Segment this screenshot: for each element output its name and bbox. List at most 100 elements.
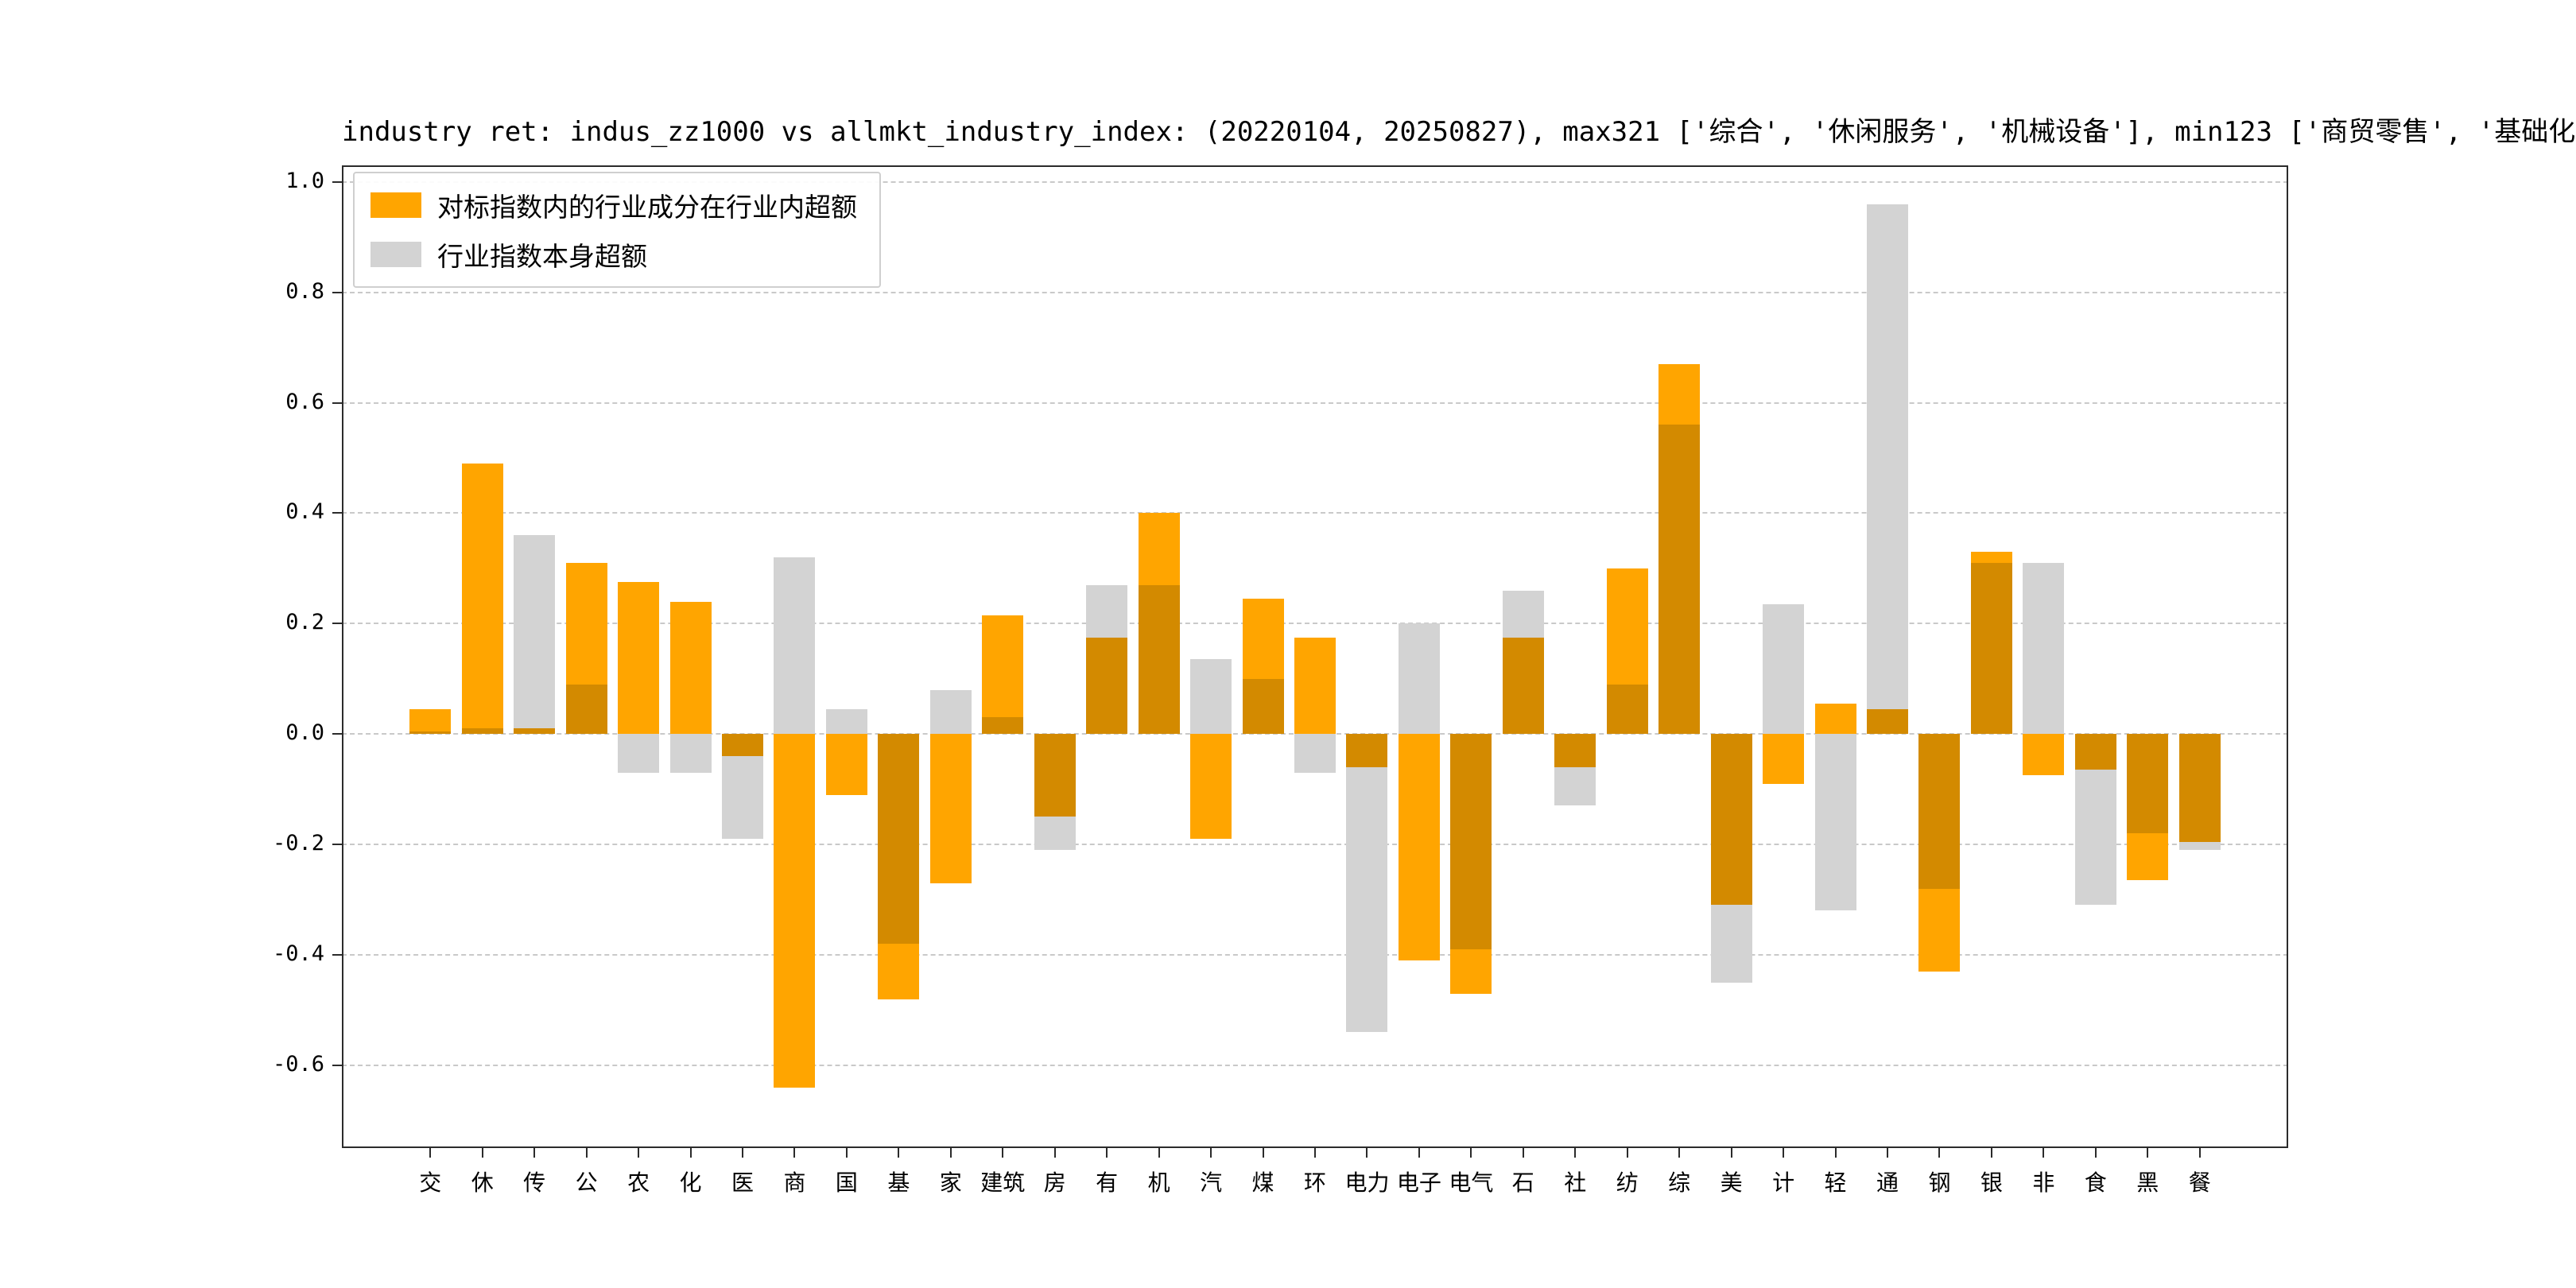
x-tick-mark <box>2043 1148 2045 1158</box>
bar-gray <box>1398 623 1440 735</box>
bar-orange <box>1190 734 1232 840</box>
x-tick-label: 商 <box>783 1170 806 1196</box>
bar-overlap <box>1970 562 2012 735</box>
x-tick-label: 综 <box>1668 1170 1691 1196</box>
x-tick-mark <box>1887 1148 1888 1158</box>
legend-swatch-gray <box>370 242 421 267</box>
x-tick-label: 传 <box>523 1170 546 1196</box>
bar-overlap <box>1138 584 1180 735</box>
x-tick-mark <box>1418 1148 1420 1158</box>
x-tick-label: 家 <box>939 1170 962 1196</box>
x-tick-mark <box>1366 1148 1368 1158</box>
bar-overlap <box>1918 734 1961 889</box>
gridline <box>342 512 2288 514</box>
plot-frame <box>342 165 2288 1148</box>
x-tick-mark <box>949 1148 952 1158</box>
y-tick-label: -0.2 <box>272 831 324 856</box>
bar-orange <box>669 601 712 735</box>
bar-overlap <box>1867 708 1908 735</box>
x-tick-mark <box>1158 1148 1160 1158</box>
x-tick-label: 社 <box>1564 1170 1587 1196</box>
y-tick-label: 0.4 <box>285 499 324 525</box>
x-tick-label: 轻 <box>1824 1170 1847 1196</box>
y-tick-mark <box>332 953 342 956</box>
x-tick-label: 电力 <box>1344 1170 1390 1196</box>
bar-overlap <box>2074 734 2116 770</box>
bar-orange <box>929 734 972 883</box>
gridline <box>342 180 2288 183</box>
x-tick-label: 电子 <box>1396 1170 1441 1196</box>
y-tick-mark <box>332 623 342 625</box>
bar-gray <box>1867 204 1908 735</box>
x-tick-mark <box>533 1148 536 1158</box>
x-tick-mark <box>1106 1148 1108 1158</box>
legend-swatch-orange <box>370 192 421 218</box>
bar-overlap <box>1450 734 1492 949</box>
bar-overlap <box>1034 734 1076 817</box>
bar-overlap <box>722 734 763 756</box>
gridline <box>342 1064 2288 1066</box>
bar-gray <box>1814 734 1856 911</box>
x-tick-mark <box>2094 1148 2097 1158</box>
bar-orange <box>982 615 1024 735</box>
x-tick-mark <box>1470 1148 1472 1158</box>
gridline <box>342 953 2288 956</box>
x-tick-mark <box>1938 1148 1941 1158</box>
x-tick-label: 有 <box>1096 1170 1119 1196</box>
bar-orange <box>1763 734 1805 784</box>
bar-orange <box>1814 704 1856 735</box>
x-tick-mark <box>481 1148 483 1158</box>
bar-overlap <box>1554 734 1596 767</box>
x-tick-mark <box>1834 1148 1837 1158</box>
bar-orange <box>774 734 816 1088</box>
x-tick-label: 国 <box>835 1170 858 1196</box>
x-tick-label: 餐 <box>2188 1170 2211 1196</box>
bar-orange <box>461 463 503 735</box>
x-tick-mark <box>585 1148 588 1158</box>
x-tick-mark <box>1210 1148 1212 1158</box>
x-tick-label: 医 <box>731 1170 755 1196</box>
bar-orange <box>1294 637 1336 735</box>
legend: 对标指数内的行业成分在行业内超额 行业指数本身超额 <box>353 172 881 288</box>
x-tick-label: 黑 <box>2136 1170 2159 1196</box>
bar-orange <box>618 582 660 735</box>
x-tick-label: 机 <box>1147 1170 1170 1196</box>
bar-gray <box>1346 734 1388 1033</box>
bar-gray <box>618 734 660 773</box>
x-tick-label: 钢 <box>1928 1170 1951 1196</box>
x-tick-mark <box>1002 1148 1004 1158</box>
x-tick-mark <box>1574 1148 1577 1158</box>
bar-overlap <box>1242 678 1284 735</box>
y-tick-label: 0.8 <box>285 278 324 304</box>
y-tick-mark <box>332 180 342 183</box>
x-tick-mark <box>1626 1148 1628 1158</box>
gridline <box>342 623 2288 625</box>
bar-overlap <box>1658 425 1701 735</box>
bar-orange <box>825 734 867 795</box>
gridline <box>342 291 2288 293</box>
x-tick-mark <box>1678 1148 1681 1158</box>
x-tick-label: 非 <box>2032 1170 2055 1196</box>
legend-item: 对标指数内的行业成分在行业内超额 <box>370 186 857 224</box>
y-tick-label: 0.6 <box>285 389 324 414</box>
y-tick-mark <box>332 512 342 514</box>
x-tick-label: 纺 <box>1616 1170 1639 1196</box>
x-tick-label: 通 <box>1876 1170 1899 1196</box>
y-tick-label: -0.4 <box>272 941 324 966</box>
x-tick-label: 基 <box>887 1170 910 1196</box>
bar-orange <box>409 708 452 735</box>
chart-title: industry ret: indus_zz1000 vs allmkt_ind… <box>342 116 2576 148</box>
x-tick-label: 建筑 <box>980 1170 1026 1196</box>
legend-label: 行业指数本身超额 <box>437 241 647 272</box>
bar-overlap <box>2178 734 2221 842</box>
x-tick-label: 汽 <box>1200 1170 1223 1196</box>
y-tick-label: 0.2 <box>285 610 324 635</box>
x-tick-mark <box>793 1148 796 1158</box>
bar-gray <box>825 708 867 735</box>
gridline <box>342 402 2288 404</box>
x-tick-mark <box>742 1148 743 1158</box>
bar-gray <box>774 557 816 735</box>
x-tick-mark <box>1314 1148 1316 1158</box>
y-tick-mark <box>332 402 342 404</box>
